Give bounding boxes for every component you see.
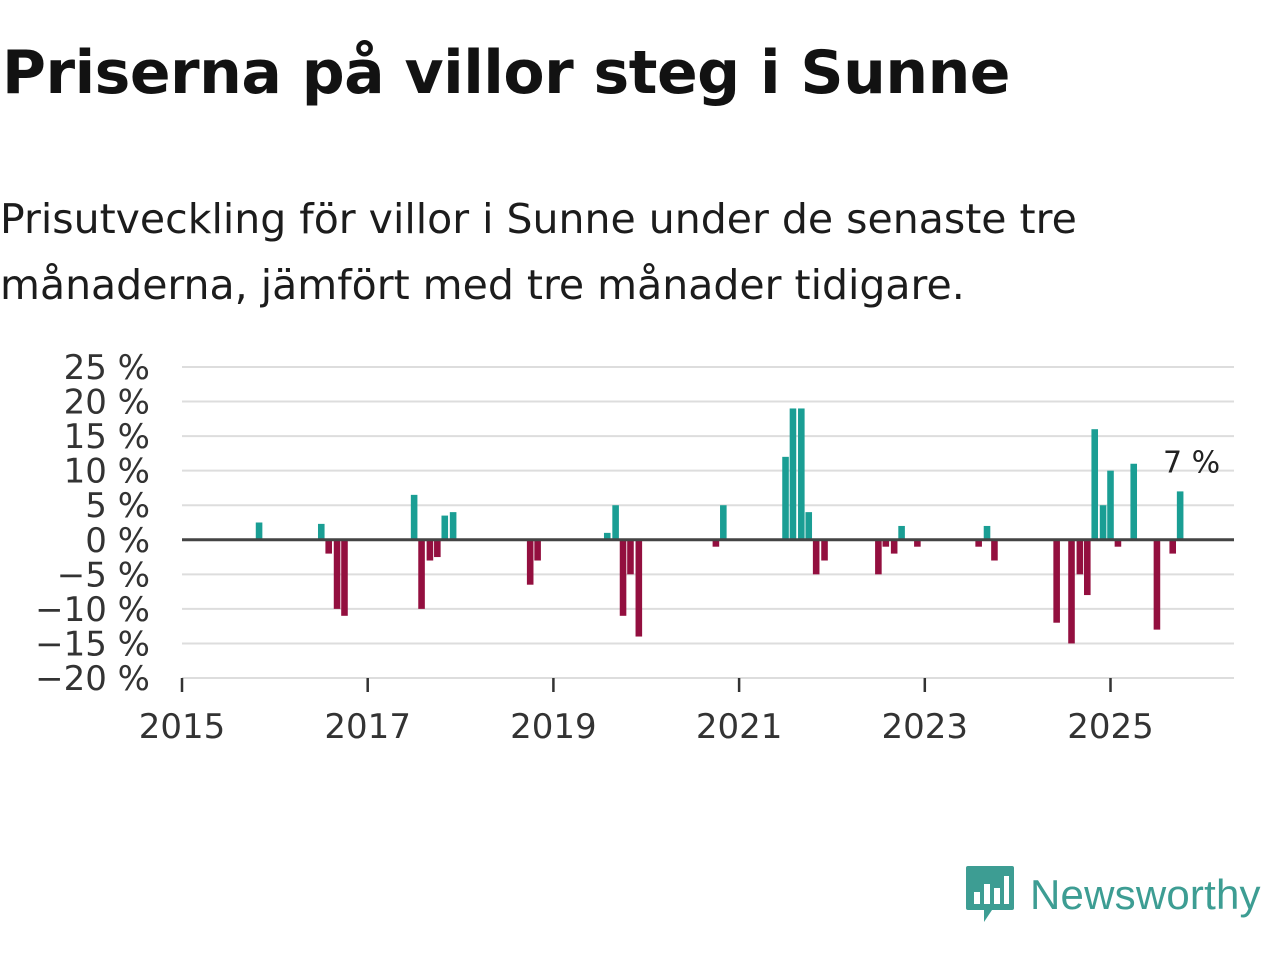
- bar: [1114, 539, 1122, 547]
- bar: [812, 539, 820, 575]
- bar: [627, 539, 634, 575]
- brand-name: Newsworthy: [1030, 871, 1261, 918]
- y-tick-label: 25 %: [64, 348, 150, 388]
- bar: [526, 539, 534, 585]
- y-tick-label: 15 %: [64, 417, 150, 457]
- x-tick-label: 2025: [1067, 707, 1154, 747]
- x-tick-label: 2017: [324, 707, 411, 747]
- bar: [1153, 539, 1161, 630]
- bar: [1130, 463, 1138, 540]
- bar: [789, 408, 797, 540]
- bar: [1169, 539, 1177, 554]
- bar: [1084, 539, 1091, 596]
- newsworthy-logo-icon: [966, 866, 1014, 922]
- bar: [875, 539, 882, 575]
- bar: [914, 539, 921, 547]
- x-tick-label: 2023: [882, 707, 969, 747]
- bar: [890, 539, 898, 554]
- bar: [410, 494, 418, 540]
- y-tick-label: 0 %: [85, 521, 150, 561]
- bar: [635, 539, 643, 637]
- bar: [720, 505, 727, 540]
- bar: [255, 522, 263, 540]
- bar: [712, 539, 720, 547]
- bar: [317, 523, 325, 540]
- bar: [612, 505, 619, 540]
- newsworthy-brand: Newsworthy: [964, 864, 1261, 926]
- x-tick-label: 2015: [139, 707, 226, 747]
- bar: [426, 539, 434, 561]
- bar-chart: 25 %20 %15 %10 %5 %0 %−5 %−10 %−15 %−20 …: [35, 348, 1234, 747]
- x-tick-label: 2021: [696, 707, 783, 747]
- chart-title: Priserna på villor steg i Sunne: [2, 38, 1011, 108]
- y-tick-label: −5 %: [57, 555, 150, 595]
- bar: [991, 539, 998, 561]
- bar: [1068, 539, 1075, 644]
- x-tick-label: 2019: [510, 707, 597, 747]
- y-tick-label: −10 %: [35, 590, 150, 630]
- bar: [333, 539, 341, 609]
- y-tick-label: −20 %: [35, 659, 150, 699]
- x-axis-ticks: 2015 2017 2019 2021 2023 2025: [139, 678, 1154, 747]
- bar: [449, 512, 457, 540]
- bar: [341, 539, 348, 616]
- chart-subtitle: Prisutveckling för villor i Sunne under …: [0, 195, 1077, 309]
- bar: [975, 539, 982, 547]
- bar: [534, 539, 541, 561]
- bar: [1107, 470, 1114, 540]
- bar: [418, 539, 425, 609]
- bar: [1176, 491, 1184, 540]
- bar: [1076, 539, 1084, 575]
- bar: [1099, 505, 1107, 540]
- gridlines: [182, 366, 1234, 679]
- y-tick-label: 20 %: [64, 383, 150, 423]
- y-tick-label: −15 %: [35, 624, 150, 664]
- bar: [603, 532, 611, 540]
- bar: [898, 525, 905, 540]
- bar: [1053, 539, 1060, 623]
- bar: [434, 539, 441, 558]
- y-axis-ticks: 25 %20 %15 %10 %5 %0 %−5 %−10 %−15 %−20 …: [35, 348, 150, 699]
- y-tick-label: 5 %: [85, 486, 150, 526]
- bar: [821, 539, 828, 561]
- bars: [255, 408, 1184, 644]
- bar: [983, 525, 991, 540]
- bar: [1091, 429, 1099, 540]
- bar: [619, 539, 627, 616]
- bar: [441, 515, 449, 540]
- bar: [882, 539, 890, 547]
- bar: [805, 512, 813, 540]
- y-tick-label: 10 %: [64, 452, 150, 492]
- bar: [782, 456, 789, 540]
- latest-value-label: 7 %: [1163, 446, 1220, 481]
- bar: [798, 408, 805, 540]
- bar: [325, 539, 332, 554]
